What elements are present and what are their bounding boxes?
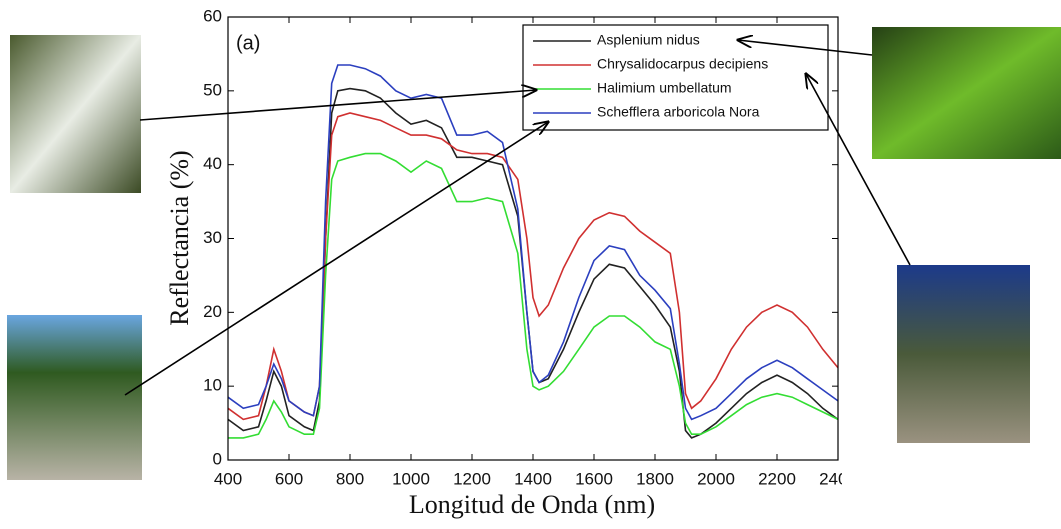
photo	[10, 35, 141, 193]
line	[227, 64, 839, 421]
x-tick-label: 1000	[392, 469, 430, 488]
x-axis-label: Longitud de Onda (nm)	[409, 490, 655, 519]
photo	[872, 27, 1061, 159]
photo	[7, 315, 142, 480]
x-tick-label: 800	[336, 469, 364, 488]
legend-label: Asplenium nidus	[597, 32, 700, 48]
x-tick-label: 1600	[575, 469, 613, 488]
line	[228, 152, 839, 439]
x-tick-label: 1400	[514, 469, 552, 488]
arrows	[124, 40, 911, 396]
legend-label: Chrysalidocarpus decipiens	[597, 56, 768, 72]
y-tick-label: 0	[213, 449, 222, 468]
legend: Asplenium nidus Chrysalidocarpus decipien…	[522, 24, 829, 131]
x-tick-label: 2200	[758, 469, 796, 488]
x-tick-label: 1200	[453, 469, 491, 488]
y-axis-label: Reflectancia (%)	[165, 150, 194, 325]
photo	[897, 265, 1030, 443]
x-tick-label: 2000	[697, 469, 735, 488]
plot: 0 10 20 30 40 50 60	[203, 6, 839, 468]
legend-label: Halimium umbellatum	[597, 80, 732, 96]
x-tick-label: 600	[275, 469, 303, 488]
y-tick-label: 10	[203, 376, 222, 395]
x-tick-label: 1800	[636, 469, 674, 488]
x-tick-label: 2400	[819, 469, 857, 488]
y-tick-label: 20	[203, 302, 222, 321]
legend-label: Schefflera arboricola Nora	[597, 104, 760, 120]
plot-frame	[227, 16, 839, 461]
y-tick-label: 40	[203, 154, 222, 173]
x-ticks: 400 600 800 1000 1200 1400 1600 1800 2000 2200 240…	[214, 469, 857, 488]
y-tick-label: 60	[203, 6, 222, 25]
annotation: (a)	[236, 32, 260, 54]
y-tick-label: 30	[203, 228, 222, 247]
y-tick-label: 50	[203, 80, 222, 99]
x-tick-label: 400	[214, 469, 242, 488]
